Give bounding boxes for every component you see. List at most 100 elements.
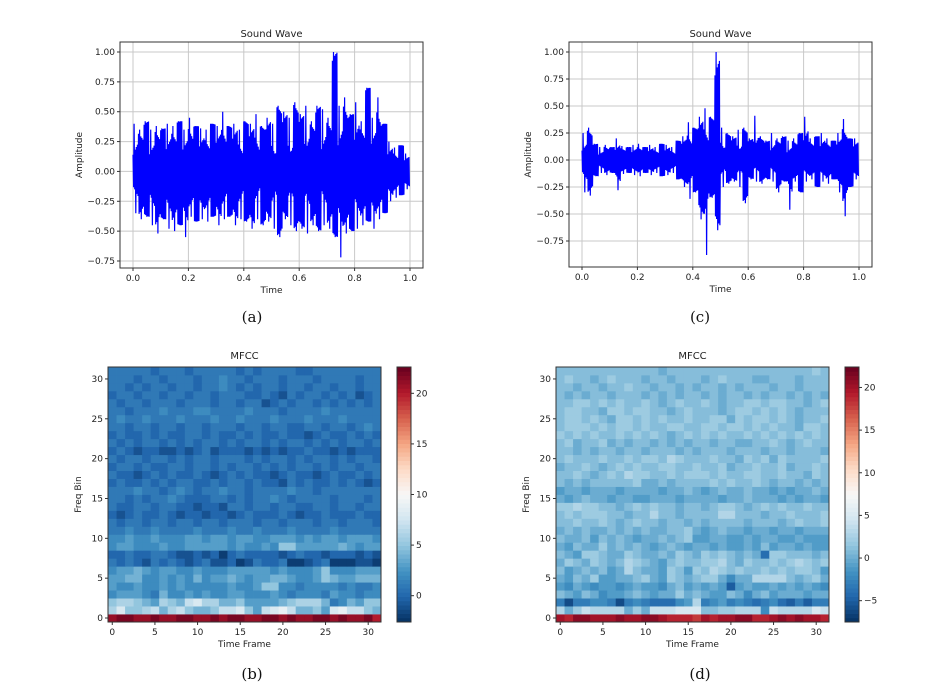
heatmap-cell (752, 614, 762, 623)
heatmap-cell (743, 606, 753, 615)
heatmap-cell (794, 502, 804, 511)
heatmap-cell (777, 534, 787, 543)
heatmap-cell (615, 606, 625, 615)
heatmap-cell (607, 430, 617, 440)
heatmap-cell (125, 470, 134, 479)
heatmap-cell (658, 590, 668, 599)
heatmap-cell (253, 550, 262, 559)
heatmap-cell (794, 550, 804, 559)
heatmap-cell (278, 526, 288, 535)
heatmap-cell (176, 590, 186, 599)
heatmap-cell (649, 558, 659, 567)
heatmap-cell (312, 566, 322, 575)
heatmap-cell (372, 478, 382, 487)
heatmap-cell (811, 574, 821, 583)
heatmap-cell (786, 494, 796, 503)
heatmap-cell (176, 614, 186, 623)
colorbar-segment (845, 430, 859, 436)
x-tick-label: 5 (600, 628, 606, 638)
heatmap-cell (701, 478, 710, 487)
heatmap-cell (312, 558, 322, 567)
heatmap-cell (261, 518, 271, 527)
heatmap-cell (278, 398, 288, 408)
heatmap-cell (108, 598, 117, 607)
colorbar-segment (845, 592, 859, 597)
y-tick-label: 1.00 (544, 48, 564, 58)
heatmap-cell (726, 478, 736, 487)
heatmap-cell (615, 526, 625, 535)
heatmap-cell (372, 606, 382, 615)
heatmap-cell (743, 582, 753, 591)
heatmap-cell (159, 542, 169, 551)
waveform-line (581, 51, 859, 256)
heatmap-cell (649, 478, 659, 487)
heatmap-cell (227, 382, 237, 392)
heatmap-cell (278, 406, 288, 416)
heatmap-cell (649, 398, 659, 408)
heatmap-cell (701, 526, 710, 535)
colorbar-segment (397, 422, 411, 427)
heatmap-cell (184, 558, 194, 567)
heatmap-cell (304, 422, 314, 432)
heatmap-cell (270, 518, 280, 527)
heatmap-cell (683, 438, 693, 448)
heatmap-cell (786, 462, 796, 471)
heatmap-cell (641, 526, 651, 535)
heatmap-cell (760, 446, 770, 456)
heatmap-cell (786, 414, 796, 424)
heatmap-cell (573, 590, 582, 599)
colorbar-segment (845, 549, 859, 555)
heatmap-cell (363, 518, 373, 527)
heatmap-cell (769, 534, 779, 543)
heatmap-cell (278, 598, 288, 607)
heatmap-cell (718, 614, 728, 623)
heatmap-cell (150, 374, 160, 384)
heatmap-cell (150, 590, 160, 599)
heatmap-cell (649, 446, 659, 456)
heatmap-cell (133, 518, 143, 527)
heatmap-cell (726, 374, 736, 384)
heatmap-cell (270, 478, 280, 487)
heatmap-cell (811, 462, 821, 471)
heatmap-cell (598, 422, 608, 432)
heatmap-cell (278, 582, 288, 591)
heatmap-cell (295, 614, 305, 623)
heatmap-cell (253, 566, 262, 575)
heatmap-cell (142, 462, 152, 471)
heatmap-cell (641, 502, 651, 511)
heatmap-cell (193, 374, 203, 384)
heatmap-cell (675, 446, 685, 456)
heatmap-cell (244, 590, 254, 599)
heatmap-cell (803, 438, 813, 448)
heatmap-cell (108, 590, 117, 599)
heatmap-cell (363, 367, 373, 376)
heatmap-cell (261, 367, 271, 376)
heatmap-cell (811, 558, 821, 567)
heatmap-cell (811, 494, 821, 503)
x-tick-label: 0.4 (237, 274, 252, 284)
heatmap-cell (820, 478, 830, 487)
heatmap-cell (564, 382, 574, 392)
heatmap-cell (176, 566, 186, 575)
heatmap-cell (253, 430, 262, 440)
heatmap-cell (150, 614, 160, 623)
heatmap-cell (675, 382, 685, 392)
heatmap-cell (270, 590, 280, 599)
heatmap-cell (735, 478, 745, 487)
heatmap-cell (624, 558, 634, 567)
heatmap-cell (133, 510, 143, 519)
heatmap-cell (649, 367, 659, 376)
heatmap-cell (116, 550, 126, 559)
heatmap-cell (590, 414, 600, 424)
heatmap-cell (666, 374, 676, 384)
heatmap-cell (363, 446, 373, 456)
heatmap-cell (590, 390, 600, 400)
heatmap-cell (718, 422, 728, 432)
heatmap-cell (312, 598, 322, 607)
heatmap-cell (108, 606, 117, 615)
heatmap-cell (786, 470, 796, 479)
heatmap-cell (184, 598, 194, 607)
heatmap-cell (329, 486, 339, 495)
heatmap-cell (346, 382, 356, 392)
heatmap-cell (363, 590, 373, 599)
